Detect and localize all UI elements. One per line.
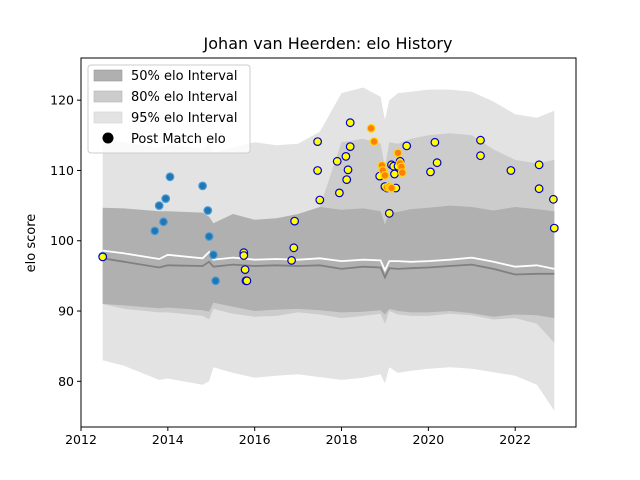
data-point-yellow xyxy=(430,137,440,147)
y-tick-label: 90 xyxy=(58,304,74,319)
x-tick-label: 2022 xyxy=(499,432,531,447)
data-point-yellow xyxy=(239,251,249,260)
data-point-blue xyxy=(198,181,208,191)
data-point-yellow xyxy=(332,156,342,166)
y-axis-label: elo score xyxy=(24,214,39,273)
y-tick-label: 120 xyxy=(50,93,74,108)
data-point-yellow xyxy=(549,194,558,204)
plot-frame xyxy=(80,57,577,428)
data-point-blue xyxy=(203,206,213,215)
y-axis: 80 90 100 110 120 xyxy=(50,93,81,389)
data-point-orange xyxy=(380,170,390,180)
legend-item-band50: 50% elo Interval xyxy=(93,69,238,84)
band-50 xyxy=(102,205,555,319)
data-point-yellow xyxy=(313,137,323,147)
data-point-yellow xyxy=(341,151,351,161)
data-point-yellow xyxy=(242,276,252,286)
data-point-yellow xyxy=(313,166,323,175)
data-point-yellow xyxy=(402,141,412,151)
data-point-orange xyxy=(397,168,407,178)
x-tick-label: 2016 xyxy=(239,432,271,447)
legend-swatch-band95 xyxy=(93,111,123,124)
data-point-orange xyxy=(369,137,379,147)
x-axis: 2012 2014 2016 2018 2020 2022 xyxy=(65,427,531,447)
x-tick-label: 2014 xyxy=(152,432,184,447)
x-tick-label: 2012 xyxy=(65,432,97,447)
median-line xyxy=(102,257,555,280)
data-point-yellow xyxy=(506,166,516,175)
data-point-yellow xyxy=(384,208,394,218)
legend-item-points: Post Match elo xyxy=(102,132,226,147)
data-point-blue xyxy=(211,276,221,286)
data-point-yellow xyxy=(240,265,250,275)
legend-label-band95: 95% elo Interval xyxy=(131,111,238,126)
data-point-yellow xyxy=(432,158,442,168)
y-tick-label: 100 xyxy=(50,233,74,248)
data-point-orange xyxy=(387,183,396,193)
data-point-yellow xyxy=(342,175,352,185)
data-point-yellow xyxy=(315,195,325,205)
plot-area xyxy=(80,57,577,428)
x-tick-label: 2020 xyxy=(412,432,444,447)
legend: 50% elo Interval 80% elo Interval 95% el… xyxy=(87,64,251,154)
legend-marker-points xyxy=(102,132,114,144)
data-point-yellow xyxy=(534,160,544,170)
interval-bands xyxy=(102,87,555,411)
data-point-yellow xyxy=(289,243,299,253)
data-point-yellow xyxy=(534,184,544,194)
trend-lines xyxy=(102,249,555,280)
data-point-yellow xyxy=(345,142,355,152)
data-point-blue xyxy=(159,217,168,227)
data-point-yellow xyxy=(335,188,344,198)
data-point-yellow xyxy=(98,252,108,262)
data-point-blue xyxy=(208,250,218,260)
data-point-yellow xyxy=(287,256,297,265)
data-point-yellow xyxy=(476,135,485,145)
data-point-yellow xyxy=(390,169,399,179)
data-point-yellow xyxy=(426,167,435,177)
data-point-orange xyxy=(366,123,376,133)
y-tick-label: 80 xyxy=(58,374,74,389)
legend-item-band80: 80% elo Interval xyxy=(93,90,238,105)
data-point-yellow xyxy=(476,151,485,161)
post-match-points xyxy=(98,118,559,286)
mean-line xyxy=(102,249,555,273)
data-point-blue xyxy=(165,172,175,182)
data-point-blue xyxy=(150,226,160,236)
chart-title: Johan van Heerden: elo History xyxy=(203,34,453,53)
legend-label-points: Post Match elo xyxy=(131,132,226,147)
data-point-yellow xyxy=(290,216,300,226)
legend-swatch-band50 xyxy=(93,69,123,82)
data-point-yellow xyxy=(343,165,353,175)
data-point-blue xyxy=(204,232,214,241)
legend-label-band80: 80% elo Interval xyxy=(131,90,238,105)
data-point-blue xyxy=(161,194,171,204)
legend-item-band95: 95% elo Interval xyxy=(93,111,238,126)
legend-swatch-band80 xyxy=(93,90,123,103)
x-tick-label: 2018 xyxy=(326,432,358,447)
data-point-yellow xyxy=(345,118,355,128)
data-point-blue xyxy=(154,201,164,211)
legend-box xyxy=(87,64,251,154)
y-tick-label: 110 xyxy=(50,163,74,178)
legend-label-band50: 50% elo Interval xyxy=(131,69,238,84)
data-point-yellow xyxy=(549,223,559,233)
data-point-orange xyxy=(393,148,403,158)
